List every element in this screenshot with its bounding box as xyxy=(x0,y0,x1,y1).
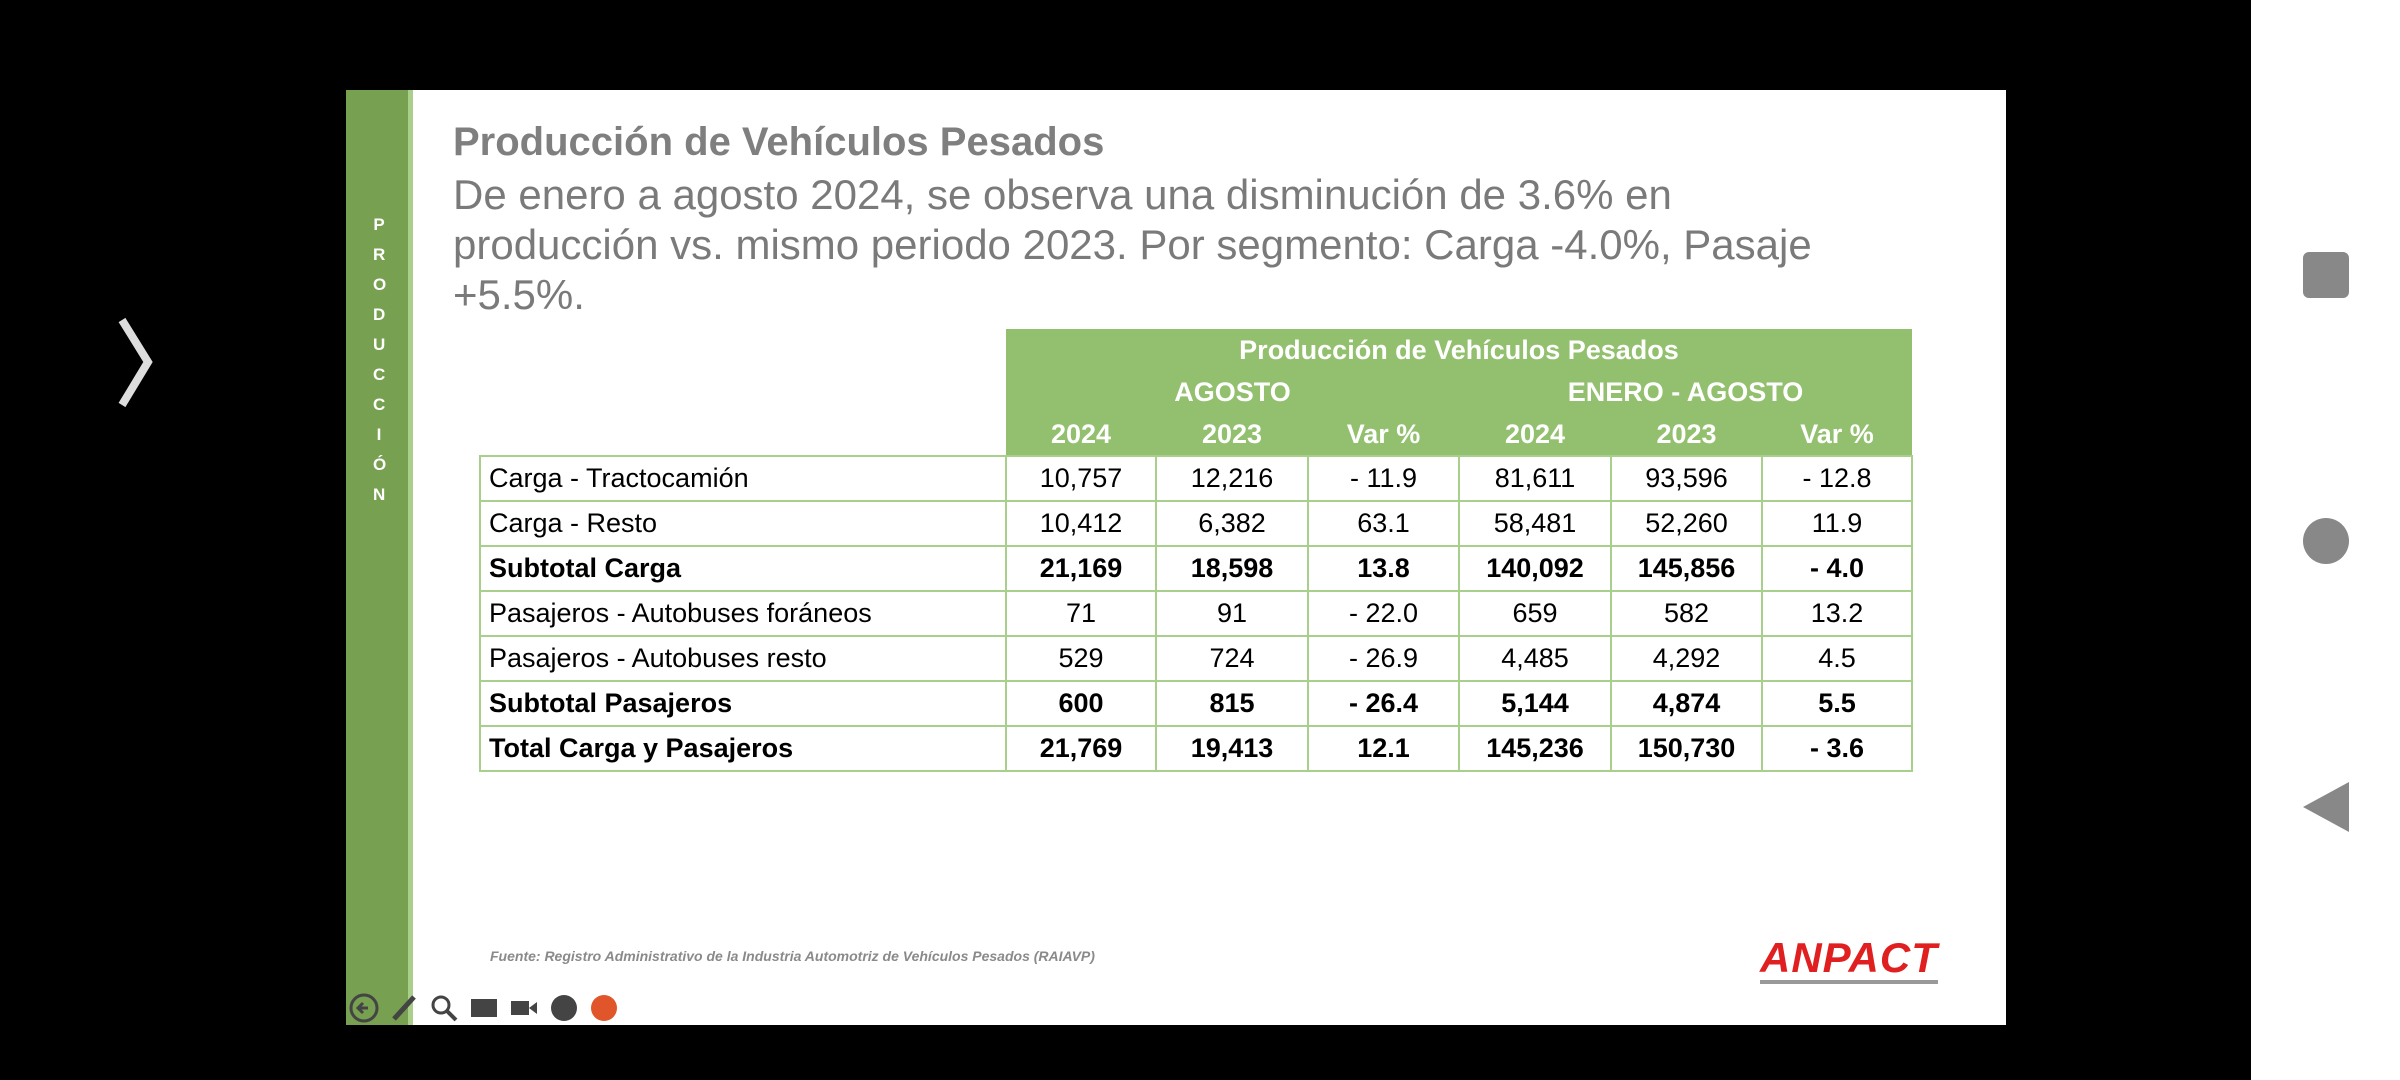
cell: 52,260 xyxy=(1610,500,1763,547)
logo: ANPACT xyxy=(1760,936,1938,984)
cell: 5,144 xyxy=(1458,680,1612,727)
back-icon[interactable] xyxy=(349,993,379,1023)
zoom-icon[interactable] xyxy=(429,993,459,1023)
cell: 21,169 xyxy=(1005,545,1157,592)
group-header: AGOSTO xyxy=(1006,371,1459,413)
cell: 11.9 xyxy=(1761,500,1913,547)
column-header: Var % xyxy=(1308,413,1459,456)
source-note: Fuente: Registro Administrativo de la In… xyxy=(490,948,1095,964)
cell: 58,481 xyxy=(1458,500,1612,547)
column-header: 2024 xyxy=(1459,413,1611,456)
slide-subtitle: De enero a agosto 2024, se observa una d… xyxy=(453,170,1812,320)
row-label: Carga - Tractocamión xyxy=(479,455,1007,502)
cell: - 4.0 xyxy=(1761,545,1913,592)
cell: 529 xyxy=(1005,635,1157,682)
cell: - 12.8 xyxy=(1761,455,1913,502)
cell: 12.1 xyxy=(1307,725,1460,772)
column-header: 2024 xyxy=(1006,413,1156,456)
table-row: Pasajeros - Autobuses foráneos 71 91- 22.0… xyxy=(479,590,1913,637)
cell: 815 xyxy=(1155,680,1309,727)
video-icon[interactable] xyxy=(509,993,539,1023)
table-row: Total Carga y Pasajeros 21,769 19,413 12.1 1… xyxy=(479,725,1913,772)
table-row: Subtotal Carga 21,169 18,598 13.8 140,092 145… xyxy=(479,545,1913,592)
forward-icon[interactable] xyxy=(589,993,619,1023)
cell: 10,757 xyxy=(1005,455,1157,502)
cell: 91 xyxy=(1155,590,1309,637)
column-header: Var % xyxy=(1762,413,1912,456)
cell: 81,611 xyxy=(1458,455,1612,502)
group-header: ENERO - AGOSTO xyxy=(1459,371,1912,413)
row-label: Subtotal Pasajeros xyxy=(479,680,1007,727)
cell: 71 xyxy=(1005,590,1157,637)
cell: 93,596 xyxy=(1610,455,1763,502)
cell: 724 xyxy=(1155,635,1309,682)
next-arrow[interactable] xyxy=(110,315,160,410)
header-row: AGOSTO ENERO - AGOSTO xyxy=(480,371,1912,413)
cell: 140,092 xyxy=(1458,545,1612,592)
cell: 150,730 xyxy=(1610,725,1763,772)
cell: - 26.9 xyxy=(1307,635,1460,682)
column-header: 2023 xyxy=(1156,413,1308,456)
recents-button[interactable] xyxy=(2301,250,2351,300)
cell: 4,485 xyxy=(1458,635,1612,682)
row-label: Total Carga y Pasajeros xyxy=(479,725,1007,772)
home-button[interactable] xyxy=(2301,516,2351,566)
column-header: 2023 xyxy=(1611,413,1762,456)
sidebar-label: PRODUCCIÓN xyxy=(373,215,387,504)
cell: 18,598 xyxy=(1155,545,1309,592)
cell: - 3.6 xyxy=(1761,725,1913,772)
slide-title: Producción de Vehículos Pesados xyxy=(453,120,1105,164)
row-label: Pasajeros - Autobuses resto xyxy=(479,635,1007,682)
header-row: Producción de Vehículos Pesados xyxy=(480,329,1912,371)
cell: - 22.0 xyxy=(1307,590,1460,637)
back-button[interactable] xyxy=(2301,780,2351,834)
more-icon[interactable] xyxy=(549,993,579,1023)
cell: - 26.4 xyxy=(1307,680,1460,727)
table-row: Subtotal Pasajeros 600 815- 26.4 5,144 4,874… xyxy=(479,680,1913,727)
row-label: Pasajeros - Autobuses foráneos xyxy=(479,590,1007,637)
header-row: 2024 2023 Var % 2024 2023 Var % xyxy=(480,413,1912,456)
pen-icon[interactable] xyxy=(389,993,419,1023)
slide: PRODUCCIÓN Producción de Vehículos Pesad… xyxy=(346,90,2006,1025)
subtitle-line: producción vs. mismo periodo 2023. Por s… xyxy=(453,221,1812,268)
cell: 4.5 xyxy=(1761,635,1913,682)
cell: 145,236 xyxy=(1458,725,1612,772)
cell: 4,292 xyxy=(1610,635,1763,682)
table-row: Carga - Tractocamión 10,757 12,216- 11.9 81… xyxy=(479,455,1913,502)
row-label: Subtotal Carga xyxy=(479,545,1007,592)
cell: 659 xyxy=(1458,590,1612,637)
cell: 63.1 xyxy=(1307,500,1460,547)
data-table: Producción de Vehículos Pesados AGOSTO ENE… xyxy=(479,329,1913,772)
cell: 145,856 xyxy=(1610,545,1763,592)
blank-cell xyxy=(480,329,1006,456)
subtitle-line: +5.5%. xyxy=(453,271,585,318)
cell: 19,413 xyxy=(1155,725,1309,772)
row-label: Carga - Resto xyxy=(479,500,1007,547)
subtitle-line: De enero a agosto 2024, se observa una d… xyxy=(453,171,1672,218)
cell: 21,769 xyxy=(1005,725,1157,772)
cell: 4,874 xyxy=(1610,680,1763,727)
cc-icon[interactable] xyxy=(469,993,499,1023)
cell: 5.5 xyxy=(1761,680,1913,727)
cell: 13.2 xyxy=(1761,590,1913,637)
table-title: Producción de Vehículos Pesados xyxy=(1006,329,1912,371)
cell: - 11.9 xyxy=(1307,455,1460,502)
nav-bar xyxy=(2251,0,2400,1080)
sidebar: PRODUCCIÓN xyxy=(346,90,413,1025)
table-row: Carga - Resto 10,412 6,382 63.1 58,481 52,260… xyxy=(479,500,1913,547)
cell: 6,382 xyxy=(1155,500,1309,547)
cell: 582 xyxy=(1610,590,1763,637)
cell: 13.8 xyxy=(1307,545,1460,592)
cell: 10,412 xyxy=(1005,500,1157,547)
toolbar xyxy=(346,993,619,1023)
cell: 12,216 xyxy=(1155,455,1309,502)
table-row: Pasajeros - Autobuses resto 529 724- 26.9 4… xyxy=(479,635,1913,682)
cell: 600 xyxy=(1005,680,1157,727)
